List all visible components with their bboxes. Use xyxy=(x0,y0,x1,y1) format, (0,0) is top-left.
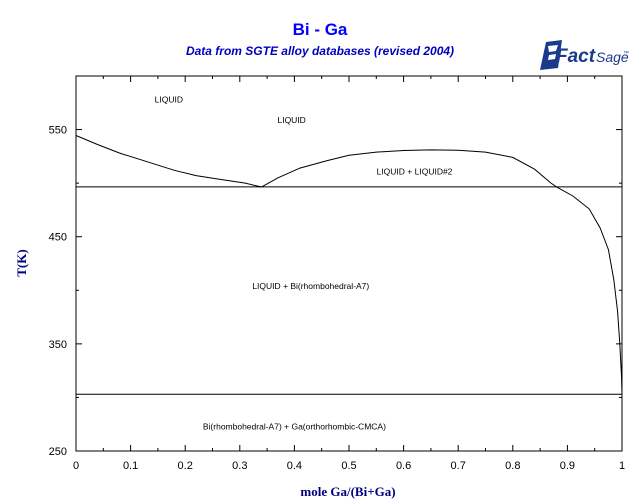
chart-title: Bi - Ga xyxy=(292,20,348,39)
phase-boundary-2 xyxy=(261,149,557,188)
x-tick-label: 0.2 xyxy=(178,460,193,472)
y-axis-label: T(K) xyxy=(14,249,29,276)
x-tick-label: 0.8 xyxy=(505,460,520,472)
region-label: Bi(rhombohedral-A7) + Ga(orthorhombic-CM… xyxy=(203,421,386,431)
phase-boundaries xyxy=(75,135,623,395)
factsage-logo-mark xyxy=(540,40,562,70)
x-tick-label: 0 xyxy=(73,460,79,472)
factsage-logo-fact: Fact xyxy=(556,46,596,67)
x-tick-label: 0.5 xyxy=(341,460,356,472)
factsage-logo-tm: ™ xyxy=(623,50,629,57)
y-axis-ticks: 250 350 450 550 xyxy=(49,125,622,458)
region-labels: LIQUID LIQUID LIQUID + LIQUID#2 LIQUID + Bi… xyxy=(155,95,453,432)
phase-boundary-1 xyxy=(75,135,262,188)
region-label: LIQUID + Bi(rhombohedral-A7) xyxy=(252,281,369,291)
x-tick-label: 0.9 xyxy=(560,460,575,472)
region-label: LIQUID xyxy=(277,115,305,125)
region-label: LIQUID + LIQUID#2 xyxy=(377,166,453,176)
y-tick-label: 550 xyxy=(49,125,67,137)
chart-subtitle: Data from SGTE alloy databases (revised … xyxy=(185,44,455,58)
factsage-logo-sage: Sage xyxy=(596,49,629,65)
phase-boundary-3 xyxy=(556,186,623,395)
y-tick-label: 350 xyxy=(49,339,67,351)
x-tick-label: 0.7 xyxy=(451,460,466,472)
x-tick-label: 0.3 xyxy=(232,460,247,472)
x-tick-label: 1 xyxy=(619,460,625,472)
factsage-logo: Fact Sage ™ xyxy=(540,40,629,70)
y-tick-label: 450 xyxy=(49,232,67,244)
x-tick-label: 0.1 xyxy=(123,460,138,472)
x-axis-ticks: 0 0.1 0.2 0.3 0.4 0.5 0.6 0.7 0.8 0.9 1 xyxy=(73,76,625,472)
x-tick-label: 0.4 xyxy=(287,460,302,472)
region-label: LIQUID xyxy=(155,95,183,105)
y-tick-label: 250 xyxy=(49,446,67,458)
x-tick-label: 0.6 xyxy=(396,460,411,472)
x-axis-label: mole Ga/(Bi+Ga) xyxy=(300,484,395,499)
